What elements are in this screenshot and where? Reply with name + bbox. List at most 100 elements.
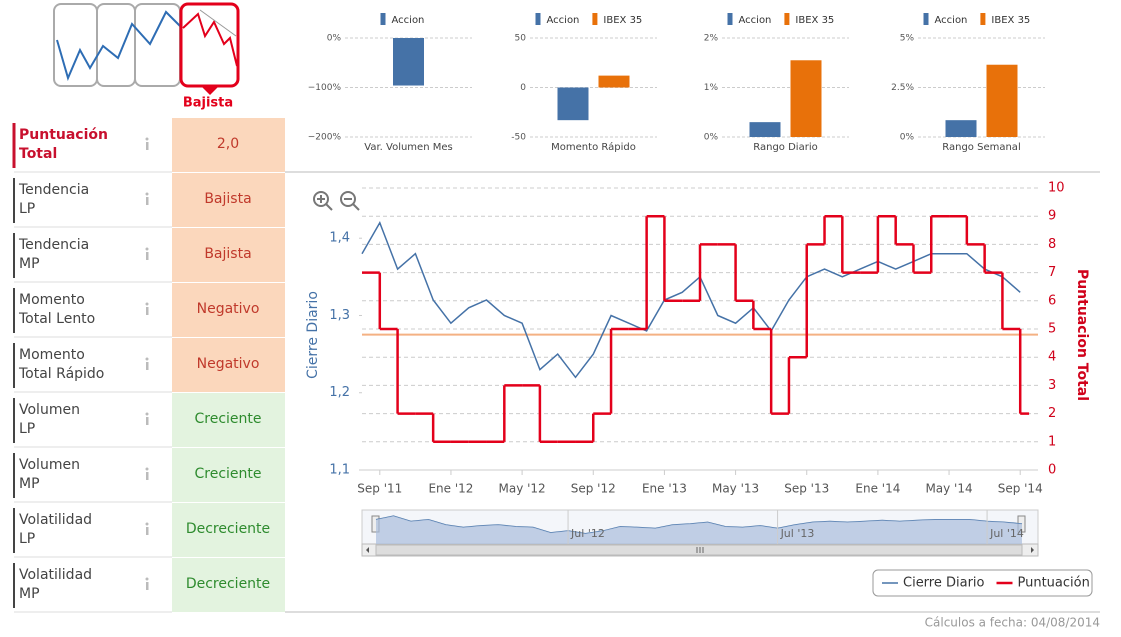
legend-swatch xyxy=(923,13,929,25)
y2-tick-label: 9 xyxy=(1048,209,1056,224)
y-tick-label: 2.5% xyxy=(891,83,914,93)
x-axis-label: Rango Diario xyxy=(753,142,817,153)
x-tick-label: May '13 xyxy=(712,482,759,496)
y-tick-label: 0% xyxy=(900,133,915,143)
info-icon xyxy=(145,467,149,480)
info-bar xyxy=(146,582,149,590)
bar xyxy=(749,122,781,137)
y-tick-label: 1,1 xyxy=(329,463,350,478)
navigator-label: Jul '12 xyxy=(570,527,605,540)
info-icon xyxy=(145,577,149,590)
info-bar xyxy=(146,197,149,205)
row-value: Bajista xyxy=(204,246,251,262)
bar xyxy=(790,60,822,137)
status-cell xyxy=(172,338,285,392)
y-tick-label: 1,4 xyxy=(329,231,350,246)
legend-label: IBEX 35 xyxy=(991,15,1030,26)
info-bar xyxy=(146,362,149,370)
bar xyxy=(945,120,977,137)
info-bar xyxy=(146,142,149,150)
y2-tick-label: 4 xyxy=(1048,350,1056,365)
y-tick-label: 0% xyxy=(704,133,719,143)
info-icon xyxy=(145,137,149,150)
bar xyxy=(986,64,1018,137)
legend-swatch xyxy=(784,13,790,25)
status-cell xyxy=(172,173,285,227)
navigator-label: Jul '13 xyxy=(780,527,815,540)
y-tick-label: 50 xyxy=(515,34,527,44)
y2-tick-label: 3 xyxy=(1048,378,1056,393)
x-axis-label: Momento Rápido xyxy=(551,141,636,153)
legend xyxy=(872,569,1093,597)
legend-label: Accion xyxy=(392,15,425,26)
y-tick-label: 0 xyxy=(520,83,526,93)
info-icon xyxy=(145,247,149,260)
zoom-in[interactable] xyxy=(313,191,333,211)
x-tick-label: Sep '14 xyxy=(998,482,1043,496)
bar xyxy=(393,38,424,86)
status-cell xyxy=(172,558,285,612)
row-label: Volatilidad xyxy=(19,567,92,583)
y2-axis-title: Puntuacion Total xyxy=(1074,269,1090,401)
legend-label: IBEX 35 xyxy=(603,15,642,26)
y2-tick-label: 6 xyxy=(1048,293,1056,308)
x-tick-label: Ene '12 xyxy=(428,482,473,496)
status-cell xyxy=(172,448,285,502)
x-tick-label: Ene '14 xyxy=(855,482,900,496)
row-label: Puntuación xyxy=(19,127,108,143)
x-tick-label: Sep '11 xyxy=(357,482,402,496)
info-icon xyxy=(145,522,149,535)
y-tick-label: 1,3 xyxy=(329,308,350,323)
y-tick-label: 5% xyxy=(900,34,915,44)
row-value: Negativo xyxy=(197,301,260,317)
zoom-out[interactable] xyxy=(340,191,360,211)
row-label: LP xyxy=(19,531,35,547)
legend-swatch xyxy=(592,13,598,25)
row-value: 2,0 xyxy=(217,136,239,152)
row-label: MP xyxy=(19,256,40,272)
legend-label: Accion xyxy=(935,15,968,26)
bar xyxy=(557,87,589,121)
y2-tick-label: 0 xyxy=(1048,463,1056,478)
bar xyxy=(598,75,630,88)
y2-tick-label: 7 xyxy=(1048,265,1056,280)
info-dot xyxy=(145,247,149,251)
x-tick-label: Sep '13 xyxy=(784,482,829,496)
info-bar xyxy=(146,472,149,480)
row-value: Bajista xyxy=(204,191,251,207)
row-value: Creciente xyxy=(194,411,261,427)
row-label: Volumen xyxy=(19,402,80,418)
info-dot xyxy=(145,302,149,306)
info-icon xyxy=(145,357,149,370)
legend-swatch xyxy=(535,13,541,25)
row-label: MP xyxy=(19,476,40,492)
row-value: Decreciente xyxy=(186,521,270,537)
info-dot xyxy=(145,137,149,141)
y-tick-label: 1,2 xyxy=(329,385,350,400)
y2-tick-label: 2 xyxy=(1048,406,1056,421)
info-dot xyxy=(145,467,149,471)
row-label: Total Lento xyxy=(18,311,95,327)
y2-tick-label: 10 xyxy=(1048,181,1065,196)
row-label: Momento xyxy=(19,292,85,308)
status-cell xyxy=(172,118,285,172)
info-dot xyxy=(145,577,149,581)
row-label: Momento xyxy=(19,347,85,363)
row-value: Decreciente xyxy=(186,576,270,592)
y-tick-label: 2% xyxy=(704,34,719,44)
footer: Cálculos a fecha: 04/08/2014 xyxy=(925,616,1100,630)
legend-swatch xyxy=(727,13,733,25)
row-label: LP xyxy=(19,421,35,437)
status-cell xyxy=(172,503,285,557)
legend-swatch xyxy=(980,13,986,25)
info-dot xyxy=(145,412,149,416)
info-dot xyxy=(145,522,149,526)
info-bar xyxy=(146,527,149,535)
legend-label: IBEX 35 xyxy=(795,15,834,26)
info-icon xyxy=(145,192,149,205)
line-series xyxy=(361,221,1021,379)
row-label: MP xyxy=(19,586,40,602)
y-axis-title: Cierre Diario xyxy=(305,291,321,379)
y-tick-label: -50 xyxy=(511,133,526,143)
row-label: Total Rápido xyxy=(18,366,104,382)
